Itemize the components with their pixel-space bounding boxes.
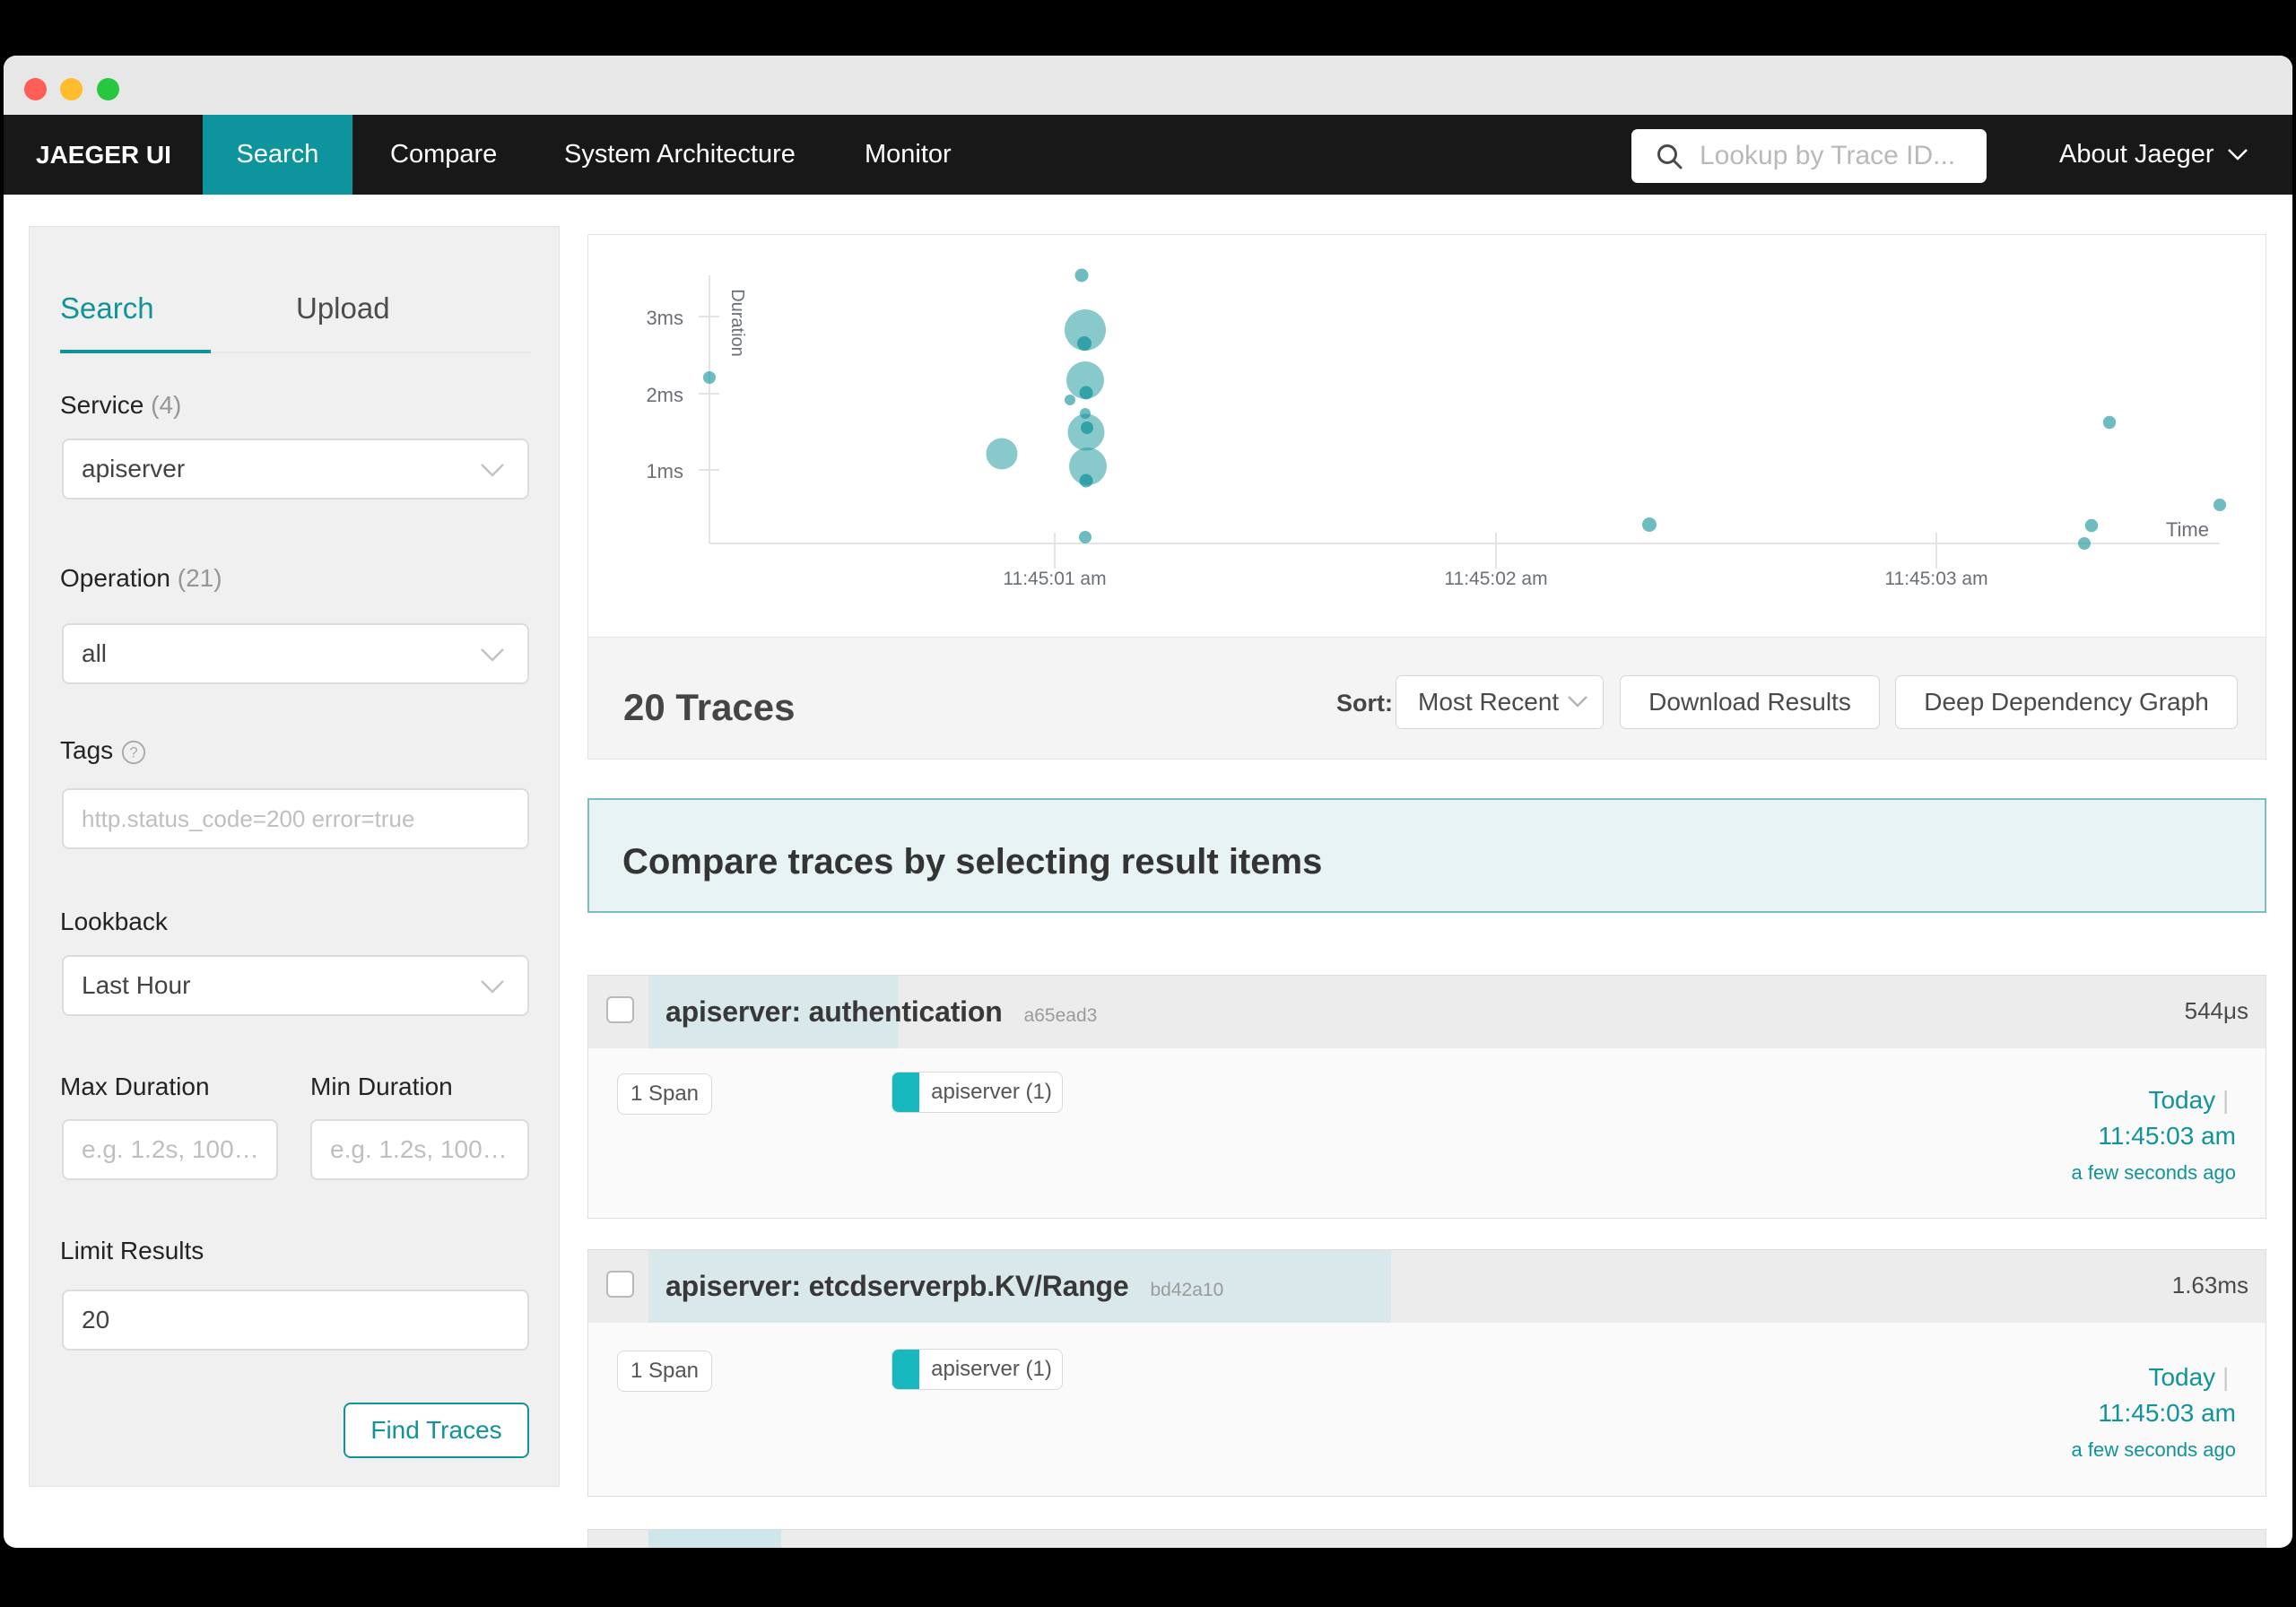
- svg-text:1ms: 1ms: [646, 460, 683, 482]
- svg-text:3ms: 3ms: [646, 307, 683, 329]
- svg-text:?: ?: [129, 744, 137, 761]
- svg-text:11:45:03 am: 11:45:03 am: [1884, 569, 1987, 589]
- svg-text:Duration: Duration: [727, 289, 747, 357]
- svg-text:2ms: 2ms: [646, 384, 683, 406]
- svg-text:11:45:01 am: 11:45:01 am: [1003, 569, 1106, 589]
- svg-text:Time: Time: [2166, 518, 2209, 541]
- svg-text:11:45:02 am: 11:45:02 am: [1444, 569, 1547, 589]
